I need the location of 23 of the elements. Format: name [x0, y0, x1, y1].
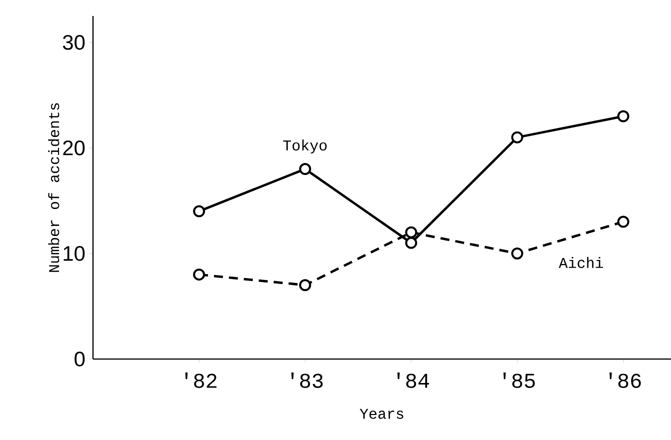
x-tick-label: '83: [291, 372, 323, 388]
x-tick-label: '82: [185, 372, 216, 388]
x-tick-label: '85: [503, 372, 535, 388]
point: [299, 279, 312, 292]
y-tick-label: 30: [62, 34, 85, 50]
series-label: Tokyo: [283, 140, 327, 154]
y-tick-label: 10: [64, 246, 85, 261]
point: [511, 247, 524, 260]
y-axis-title: Number of accidents: [48, 103, 60, 272]
x-axis-title: Years: [360, 408, 404, 419]
y-tick-label: 0: [74, 352, 85, 366]
point: [617, 110, 630, 122]
point: [193, 268, 206, 281]
x-tick-label: '84: [397, 372, 430, 388]
point: [511, 131, 524, 144]
series-label: Aichi: [558, 256, 603, 268]
point: [193, 205, 206, 218]
point: [405, 226, 418, 238]
point: [405, 236, 418, 249]
point: [299, 163, 312, 176]
y-tick-label: 20: [63, 140, 85, 156]
point: [617, 216, 630, 228]
x-tick-label: '86: [610, 372, 641, 388]
